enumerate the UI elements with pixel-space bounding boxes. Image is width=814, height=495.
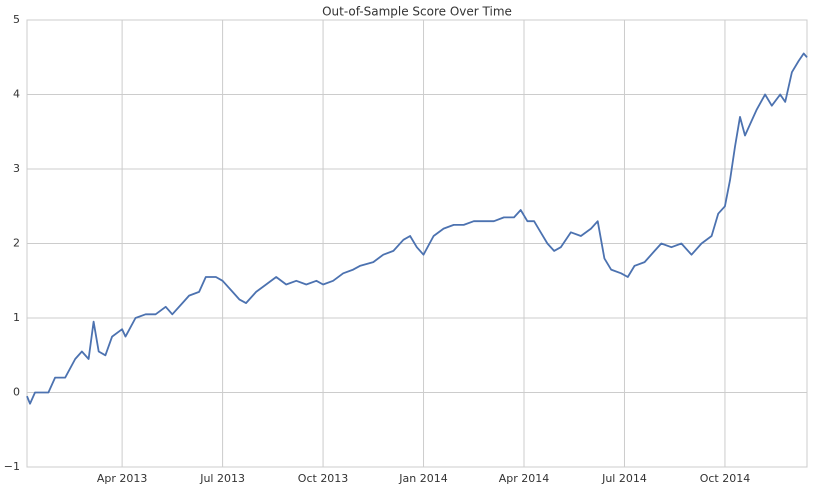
x-tick-label: Apr 2013 xyxy=(97,472,148,485)
x-tick-label: Jul 2014 xyxy=(601,472,647,485)
y-tick-label: 5 xyxy=(13,13,20,26)
y-tick-label: 3 xyxy=(13,162,20,175)
x-tick-label: Oct 2014 xyxy=(700,472,751,485)
y-tick-label: 1 xyxy=(13,311,20,324)
y-tick-label: 0 xyxy=(13,386,20,399)
y-tick-label: 2 xyxy=(13,237,20,250)
x-tick-label: Jan 2014 xyxy=(398,472,447,485)
chart-title: Out-of-Sample Score Over Time xyxy=(322,5,512,19)
data-line xyxy=(26,52,808,405)
y-tick-label: 4 xyxy=(13,88,20,101)
y-tick-label: −1 xyxy=(4,460,20,473)
x-tick-label: Oct 2013 xyxy=(298,472,349,485)
x-tick-label: Apr 2014 xyxy=(499,472,550,485)
x-tick-label: Jul 2013 xyxy=(199,472,245,485)
